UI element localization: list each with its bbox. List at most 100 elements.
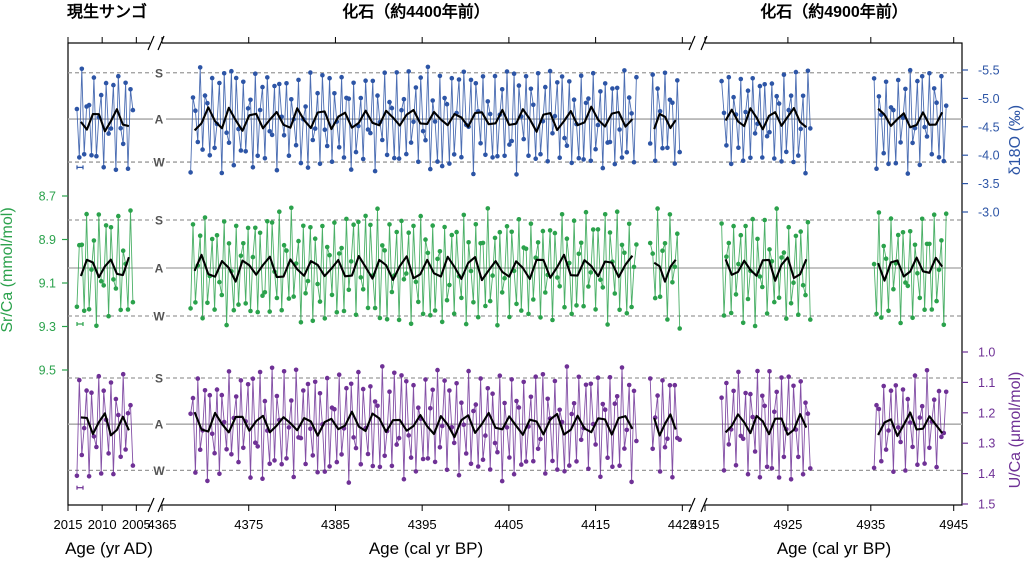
data-point-SrCa (108, 225, 114, 230)
data-point-SrCa (900, 230, 906, 235)
data-point-d18O (480, 74, 486, 79)
data-point-SrCa (202, 215, 208, 220)
series-line-UCa (721, 370, 811, 480)
series-d18O-segment-1 (188, 64, 639, 177)
data-point-d18O (411, 119, 416, 125)
data-point-SrCa (463, 321, 469, 327)
data-point-d18O (77, 155, 82, 160)
data-point-SrCa (755, 236, 760, 242)
data-point-SrCa (728, 310, 734, 316)
data-point-UCa (401, 476, 407, 482)
data-point-UCa (411, 382, 416, 388)
data-point-UCa (281, 369, 287, 374)
data-point-SrCa (451, 311, 457, 317)
data-point-UCa (602, 407, 608, 413)
data-point-SrCa (519, 308, 524, 313)
data-point-SrCa (329, 292, 335, 298)
data-point-d18O (351, 80, 356, 86)
data-point-UCa (752, 449, 758, 454)
data-point-UCa (509, 377, 514, 382)
data-point-SrCa (898, 320, 903, 326)
data-point-SrCa (516, 217, 522, 222)
data-point-SrCa (322, 316, 328, 321)
data-point-d18O (903, 86, 908, 92)
data-point-SrCa (675, 231, 680, 236)
x-axis-label: Age (yr AD) (65, 539, 153, 558)
data-point-UCa (662, 444, 668, 450)
data-point-UCa (130, 463, 136, 468)
data-point-UCa (667, 383, 673, 388)
data-point-SrCa (394, 229, 400, 235)
data-point-UCa (617, 463, 622, 469)
axis-break-mark (147, 497, 155, 513)
data-point-SrCa (650, 251, 655, 256)
data-point-d18O (883, 79, 889, 85)
data-point-d18O (886, 161, 891, 167)
data-point-UCa (310, 453, 316, 458)
data-point-UCa (253, 440, 258, 446)
data-point-UCa (557, 407, 562, 413)
data-point-d18O (922, 124, 927, 130)
data-point-UCa (267, 461, 273, 467)
data-point-d18O (125, 166, 131, 171)
data-point-UCa (762, 403, 767, 409)
data-point-UCa (634, 438, 639, 444)
data-point-SrCa (475, 314, 481, 320)
data-point-SrCa (408, 321, 414, 327)
data-point-UCa (217, 471, 222, 477)
data-point-d18O (617, 127, 622, 132)
data-point-SrCa (721, 313, 727, 318)
data-point-d18O (221, 71, 227, 76)
data-point-SrCa (507, 314, 512, 320)
marker-label-bg (153, 416, 166, 432)
data-point-d18O (262, 156, 268, 161)
data-point-UCa (193, 470, 198, 475)
data-point-d18O (764, 133, 770, 139)
data-point-UCa (786, 374, 791, 380)
data-point-d18O (895, 77, 901, 83)
axis-break-mark (147, 35, 155, 51)
marker-label-bg (153, 308, 166, 323)
data-point-SrCa (876, 210, 882, 215)
data-point-d18O (473, 81, 479, 86)
data-point-d18O (578, 73, 584, 78)
data-point-d18O (444, 101, 450, 107)
data-point-d18O (564, 143, 570, 148)
data-point-d18O (98, 92, 104, 98)
data-point-SrCa (652, 295, 658, 301)
data-point-d18O (581, 157, 586, 162)
data-point-SrCa (363, 213, 368, 219)
y-tick-label-SrCa: 9.3 (39, 320, 56, 334)
data-point-d18O (298, 160, 304, 166)
data-point-UCa (360, 386, 366, 392)
data-point-UCa (423, 377, 428, 382)
data-point-SrCa (432, 308, 438, 313)
data-point-SrCa (939, 238, 944, 243)
data-point-d18O (626, 95, 632, 100)
data-point-d18O (590, 70, 596, 76)
data-point-d18O (269, 132, 275, 138)
data-point-d18O (81, 152, 87, 157)
x-tick-label: 4425 (668, 517, 697, 532)
axis-break-gap (150, 37, 162, 49)
data-point-d18O (435, 159, 440, 164)
data-point-SrCa (231, 307, 237, 313)
data-point-UCa (879, 458, 884, 464)
data-point-UCa (624, 427, 630, 433)
data-point-d18O (406, 69, 412, 74)
data-point-d18O (786, 107, 791, 113)
data-point-UCa (655, 393, 660, 398)
data-point-SrCa (327, 252, 332, 258)
data-point-UCa (456, 472, 462, 478)
data-point-d18O (289, 97, 294, 102)
data-point-d18O (602, 81, 608, 86)
x-tick-label: 4415 (581, 517, 610, 532)
data-point-d18O (552, 113, 558, 119)
data-point-d18O (274, 167, 280, 173)
data-point-d18O (907, 67, 913, 73)
data-point-UCa (631, 388, 637, 394)
data-point-UCa (490, 391, 495, 397)
data-point-d18O (748, 155, 753, 161)
data-point-d18O (219, 170, 225, 176)
data-point-UCa (800, 472, 806, 477)
